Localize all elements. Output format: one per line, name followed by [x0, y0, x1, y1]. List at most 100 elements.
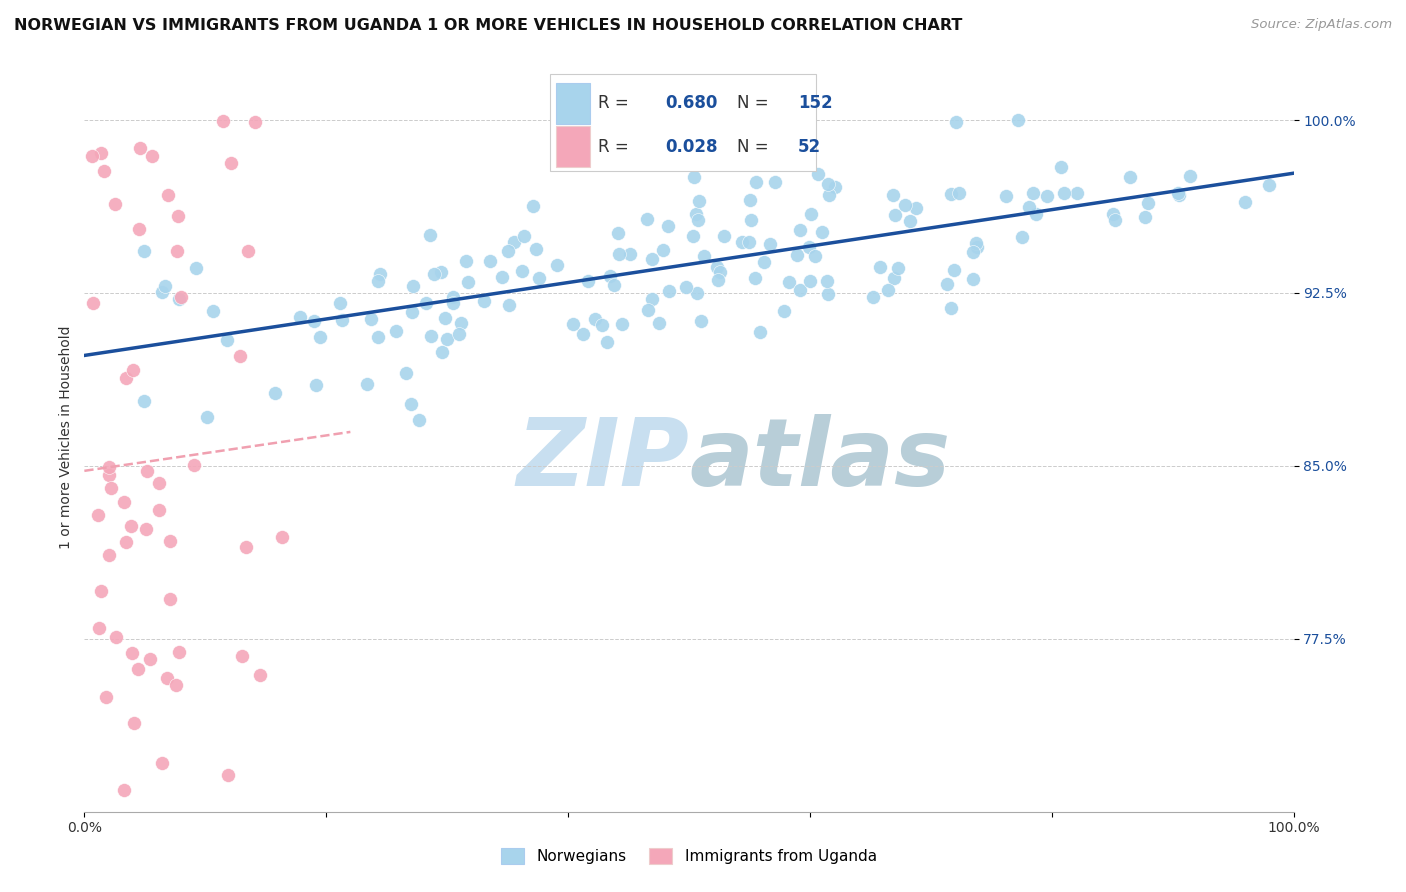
- Point: [546, 258, 568, 272]
- Text: R =: R =: [599, 94, 634, 112]
- Point: [80, 149, 103, 163]
- Point: [513, 228, 536, 243]
- Point: [883, 208, 905, 222]
- Point: [713, 229, 735, 244]
- Point: [939, 301, 962, 315]
- Point: [139, 652, 162, 666]
- Point: [789, 223, 811, 237]
- Point: [290, 310, 312, 324]
- Point: [430, 344, 453, 359]
- Point: [82, 296, 104, 310]
- Point: [1007, 113, 1029, 128]
- Point: [731, 235, 754, 249]
- Point: [936, 277, 959, 292]
- Point: [215, 333, 238, 347]
- Point: [510, 264, 533, 278]
- Text: 152: 152: [797, 94, 832, 112]
- Point: [356, 376, 378, 391]
- Point: [797, 239, 820, 253]
- Point: [401, 305, 423, 319]
- Point: [271, 530, 294, 544]
- Point: [450, 316, 472, 330]
- Point: [942, 263, 965, 277]
- Text: R =: R =: [599, 137, 634, 156]
- Point: [304, 314, 326, 328]
- Point: [576, 274, 599, 288]
- Point: [221, 156, 243, 170]
- Point: [304, 378, 326, 392]
- Point: [419, 329, 441, 343]
- Point: [1011, 230, 1033, 244]
- Point: [231, 649, 253, 664]
- Point: [184, 261, 207, 276]
- Legend: Norwegians, Immigrants from Uganda: Norwegians, Immigrants from Uganda: [494, 840, 884, 871]
- Point: [441, 295, 464, 310]
- Point: [686, 213, 709, 227]
- Point: [1133, 210, 1156, 224]
- Point: [491, 270, 513, 285]
- Point: [1136, 196, 1159, 211]
- Point: [479, 253, 502, 268]
- Point: [370, 267, 392, 281]
- Point: [641, 292, 664, 306]
- Point: [905, 201, 928, 215]
- Point: [599, 268, 621, 283]
- Point: [330, 313, 353, 327]
- Point: [748, 326, 770, 340]
- Point: [752, 255, 775, 269]
- Point: [778, 275, 800, 289]
- Point: [682, 229, 704, 244]
- Point: [637, 302, 659, 317]
- Point: [745, 175, 768, 189]
- Text: 0.028: 0.028: [665, 137, 717, 156]
- Point: [309, 330, 332, 344]
- Point: [114, 370, 136, 384]
- Point: [562, 317, 585, 331]
- Point: [87, 508, 110, 522]
- Point: [817, 177, 839, 191]
- Point: [690, 314, 713, 328]
- Point: [156, 671, 179, 685]
- Point: [948, 186, 970, 200]
- Point: [120, 519, 142, 533]
- Point: [90, 583, 112, 598]
- Point: [894, 197, 917, 211]
- Point: [658, 284, 681, 298]
- Point: [610, 318, 633, 332]
- Point: [869, 260, 891, 275]
- Point: [1035, 188, 1057, 202]
- Point: [883, 271, 905, 285]
- Point: [765, 175, 787, 189]
- Point: [862, 290, 884, 304]
- Point: [128, 222, 150, 236]
- FancyBboxPatch shape: [550, 74, 815, 171]
- Point: [238, 244, 260, 259]
- Point: [401, 278, 423, 293]
- Point: [824, 179, 846, 194]
- Point: [159, 534, 181, 549]
- Point: [360, 312, 382, 326]
- Point: [1053, 186, 1076, 201]
- Point: [817, 187, 839, 202]
- Point: [1104, 212, 1126, 227]
- Point: [709, 265, 731, 279]
- Point: [104, 197, 127, 211]
- Point: [583, 311, 606, 326]
- Point: [155, 278, 177, 293]
- Point: [112, 783, 135, 797]
- Point: [1167, 186, 1189, 200]
- Point: [100, 481, 122, 495]
- Point: [166, 209, 188, 223]
- Point: [408, 413, 430, 427]
- Point: [1167, 187, 1189, 202]
- Point: [965, 236, 987, 251]
- Point: [135, 522, 157, 536]
- Point: [529, 271, 551, 285]
- Point: [887, 261, 910, 276]
- Point: [115, 534, 138, 549]
- Point: [167, 293, 190, 307]
- Point: [807, 167, 830, 181]
- Text: NORWEGIAN VS IMMIGRANTS FROM UGANDA 1 OR MORE VEHICLES IN HOUSEHOLD CORRELATION : NORWEGIAN VS IMMIGRANTS FROM UGANDA 1 OR…: [14, 18, 963, 33]
- Point: [1257, 178, 1279, 192]
- Point: [127, 662, 149, 676]
